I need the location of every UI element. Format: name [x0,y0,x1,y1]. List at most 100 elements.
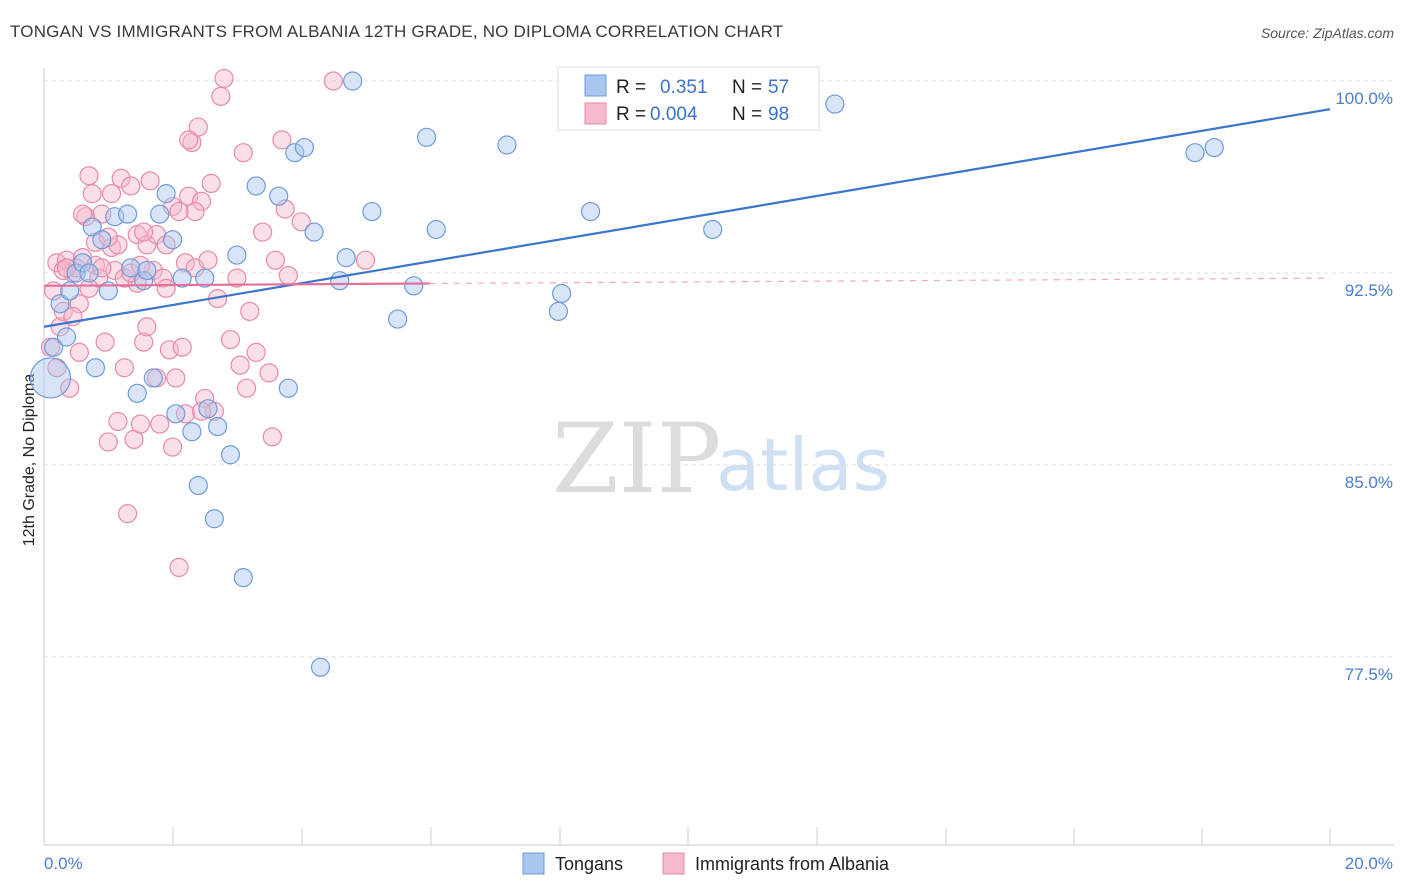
albania-point [191,191,212,211]
tongans-trend-line [43,108,1331,328]
legend-tongans-label: Tongans [555,854,623,874]
tongans-point [269,186,289,206]
tongans-point [294,137,315,158]
albania-point [163,437,183,457]
tongans-point [188,475,208,496]
stats-blue-r-label: R = [616,77,646,98]
albania-point [179,130,199,150]
albania-point [272,130,292,150]
albania-point [259,363,279,383]
albania-point [60,378,80,398]
albania-point [121,176,141,196]
albania-point [291,212,311,232]
tongans-point [50,294,70,314]
tongans-point [580,201,601,222]
stats-pink-n-value: 98 [768,104,789,125]
albania-point [211,86,231,106]
albania-point [172,337,192,357]
tongans-point [825,94,845,114]
tongans-point [278,378,298,398]
albania-point [108,411,128,432]
albania-point [166,368,186,388]
albania-point [140,171,160,191]
tongans-point [233,568,253,588]
albania-point [134,332,154,352]
albania-point [53,301,73,321]
stats-pink-swatch [584,102,607,125]
tongans-point [220,445,241,465]
albania-point [117,504,138,524]
albania-point [240,301,260,321]
stats-pink-r-label: R = [616,104,646,125]
tongans-point [117,204,138,224]
tongans-point [150,204,170,224]
albania-point [153,268,173,288]
tongans-point [416,127,437,147]
tongans-point [163,230,183,250]
albania-point [69,342,89,362]
tongans-point [166,404,186,424]
tongans-point [548,301,569,321]
tongans-point [172,268,192,288]
tongans-point [92,230,112,250]
y-tick-labels: 100.0% 92.5% 85.0% 77.5% [1335,89,1393,684]
axes [43,68,1394,846]
tongans-point [246,176,266,196]
tongans-point [127,383,147,403]
albania-point [114,268,134,288]
albania-point [175,253,196,273]
tongans-point [336,248,356,268]
tongans-point [44,337,64,357]
x-tick-labels: 0.0% 20.0% [44,854,1393,873]
tongans-point [343,71,363,91]
chart-title: TONGAN VS IMMIGRANTS FROM ALBANIA 12TH G… [10,22,784,41]
stats-blue-n-label: N = [732,77,762,98]
x-tick-label: 0.0% [44,854,83,873]
albania-point [175,404,196,424]
chart-source: Source: ZipAtlas.com [1260,25,1394,41]
albania-point [95,332,115,352]
tongans-point [362,201,382,222]
stats-blue-swatch [584,74,607,97]
trend-lines [43,108,1331,328]
x-tick-label: 20.0% [1345,854,1393,873]
watermark-zip: ZIP [552,403,721,515]
albania-point [230,355,250,375]
albania-point [156,235,176,255]
albania-point [169,201,189,222]
albania-point [265,250,286,270]
albania-point [114,358,134,378]
tongans-point [304,222,324,242]
albania-point [214,68,234,89]
albania-trend-line [43,282,430,287]
albania-point [89,268,109,288]
albania-point [227,268,247,288]
albania-trend-extension [429,277,1331,285]
tongans-point [182,422,202,442]
tongans-point [208,417,228,437]
tongans-point [195,268,215,288]
albania-point [169,557,189,578]
stats-pink-n-label: N = [732,104,762,125]
albania-point [82,184,102,204]
albania-point [143,260,163,281]
tongans-point [404,276,424,296]
legend: Tongans Immigrants from Albania [522,852,890,875]
albania-point [262,427,282,447]
tongans-point [85,358,106,378]
albania-point [201,173,221,193]
tongans-point [156,184,176,204]
tongans-point [552,283,572,304]
y-tick-label: 77.5% [1345,665,1393,684]
albania-point [76,207,96,227]
albania-point [185,201,205,222]
albania-point [101,184,122,204]
tongans-point [72,253,93,273]
tongans-point [56,327,77,347]
tongans-point [330,271,350,291]
tongans-point [426,219,446,240]
albania-point [150,414,170,434]
y-tick-label: 100.0% [1335,89,1393,108]
tongans-point [227,245,247,265]
albania-point [198,250,218,270]
